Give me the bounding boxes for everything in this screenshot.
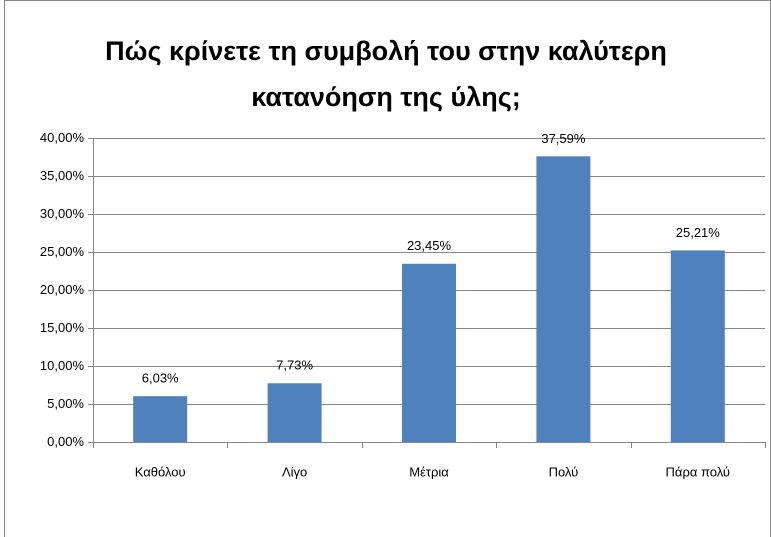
y-tick-label: 10,00% [40, 358, 85, 373]
y-tick-label: 15,00% [40, 320, 85, 335]
x-tick-label: Λίγο [282, 464, 307, 479]
y-tick-label: 35,00% [40, 168, 85, 183]
bar [670, 250, 725, 442]
x-tick-label: Καθόλου [135, 464, 186, 479]
data-label: 25,21% [676, 225, 721, 240]
data-label: 7,73% [276, 358, 313, 373]
y-tick-label: 5,00% [47, 396, 84, 411]
y-tick-label: 25,00% [40, 244, 85, 259]
data-label: 37,59% [541, 131, 586, 146]
y-tick-label: 0,00% [47, 434, 84, 449]
chart-title: Πώς κρίνετε τη συμβολή του στην καλύτερη… [105, 36, 667, 112]
data-label: 6,03% [142, 371, 179, 386]
data-label: 23,45% [407, 238, 452, 253]
y-tick-label: 30,00% [40, 206, 85, 221]
x-tick-label: Μέτρια [409, 464, 449, 479]
x-tick-label: Πάρα πολύ [666, 464, 731, 479]
x-tick-label: Πολύ [549, 464, 579, 479]
y-tick-label: 20,00% [40, 282, 85, 297]
y-tick-label: 40,00% [40, 130, 85, 145]
bar [402, 263, 456, 442]
bar [536, 156, 591, 443]
bar [133, 396, 188, 442]
bar [267, 383, 322, 442]
